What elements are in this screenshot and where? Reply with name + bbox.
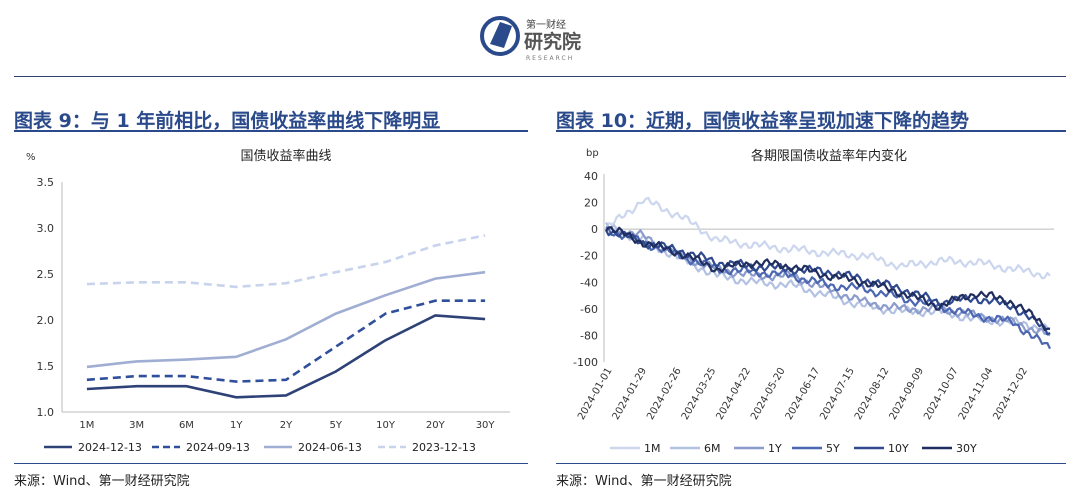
legend-label: 6M — [704, 442, 721, 455]
x-tick-label: 2024-03-25 — [680, 366, 719, 422]
left-title-rule — [14, 130, 528, 132]
chart-title: 国债收益率曲线 — [240, 148, 331, 164]
legend-label: 2024-09-13 — [186, 441, 250, 454]
legend-label: 10Y — [888, 442, 909, 455]
right-bottom-rule — [556, 463, 1066, 464]
y-tick-label: 40 — [584, 170, 598, 183]
y-tick-label: 0 — [591, 223, 598, 236]
series-line-1M — [604, 196, 1051, 280]
y-tick-label: 3.0 — [37, 222, 55, 235]
logo-small-text: 第一财经 — [526, 18, 566, 31]
x-tick-label: 20Y — [426, 420, 446, 431]
x-tick-label: 2024-04-22 — [714, 366, 753, 422]
x-tick-label: 10Y — [376, 420, 396, 431]
x-tick-label: 30Y — [476, 420, 496, 431]
y-axis-unit: % — [26, 152, 36, 163]
research-logo: 第一财经 研究院 RESEARCH — [478, 8, 608, 64]
right-panel-title: 图表 10：近期，国债收益率呈现加速下降的趋势 — [556, 110, 970, 132]
logo-ring — [480, 16, 520, 56]
x-tick-label: 2024-06-17 — [784, 366, 823, 422]
series-line-2023-12-13 — [86, 234, 486, 289]
y-tick-label: 20 — [584, 197, 598, 210]
series-line-30Y — [605, 226, 1051, 331]
y-tick-label: -80 — [580, 329, 598, 342]
legend-label: 30Y — [956, 442, 977, 455]
x-tick-label: 2Y — [280, 420, 293, 431]
chart-title: 各期限国债收益率年内变化 — [751, 148, 907, 164]
legend-label: 2023-12-13 — [412, 441, 476, 454]
y-axis-unit: bp — [586, 148, 599, 159]
y-tick-label: 3.5 — [37, 176, 55, 189]
yield-change-chart: 各期限国债收益率年内变化bp40200-20-40-60-80-1002024-… — [573, 148, 1054, 455]
legend-label: 2024-12-13 — [78, 441, 142, 454]
left-bottom-rule — [14, 463, 528, 464]
x-tick-label: 2024-01-29 — [611, 366, 650, 422]
right-title-rule — [556, 130, 1066, 132]
y-tick-label: -100 — [573, 356, 598, 369]
left-panel-title: 图表 9：与 1 年前相比，国债收益率曲线下降明显 — [14, 110, 441, 132]
x-tick-label: 5Y — [330, 420, 343, 431]
x-tick-label: 2024-01-01 — [576, 366, 615, 422]
x-tick-label: 2024-07-15 — [818, 366, 857, 422]
legend-label: 1Y — [768, 442, 782, 455]
yield-curve-chart: 国债收益率曲线% 1.0 1.5 2.0 2.5 3.0 3.5 1M 3M 6M 1Y 2Y 5Y 10… — [26, 148, 510, 454]
x-tick-label: 1M — [79, 420, 94, 431]
x-tick-label: 2024-02-26 — [645, 366, 684, 422]
legend-label: 2024-06-13 — [298, 441, 362, 454]
header-divider — [14, 76, 1066, 77]
logo-big-text: 研究院 — [524, 30, 581, 53]
legend-label: 1M — [644, 442, 661, 455]
y-tick-label: 1.5 — [37, 360, 55, 373]
y-tick-label: 1.0 — [37, 406, 55, 419]
series-line-5Y — [605, 226, 1051, 350]
x-tick-label: 6M — [179, 420, 194, 431]
right-source: 来源：Wind、第一财经研究院 — [556, 474, 732, 489]
logo-sub-text: RESEARCH — [526, 55, 574, 62]
x-tick-label: 2024-09-09 — [888, 366, 927, 422]
x-tick-label: 2024-08-12 — [853, 366, 892, 422]
x-tick-label: 2024-10-07 — [922, 366, 961, 422]
y-tick-label: 2.0 — [37, 314, 55, 327]
x-tick-label: 1Y — [230, 420, 243, 431]
y-tick-label: 2.5 — [37, 268, 55, 281]
series-line-2024-12-13 — [86, 314, 486, 399]
y-tick-label: -60 — [580, 303, 598, 316]
y-tick-label: -20 — [580, 250, 598, 263]
series-line-2024-06-13 — [86, 270, 486, 369]
series-line-2024-09-13 — [86, 299, 486, 383]
x-tick-label: 2024-11-04 — [957, 366, 996, 422]
x-tick-label: 2024-12-02 — [991, 366, 1030, 422]
y-tick-label: -40 — [580, 276, 598, 289]
logo-mark-icon — [490, 22, 512, 48]
x-tick-label: 3M — [129, 420, 144, 431]
x-tick-label: 2024-05-20 — [749, 366, 788, 422]
left-source: 来源：Wind、第一财经研究院 — [14, 474, 190, 489]
legend-label: 5Y — [826, 442, 840, 455]
